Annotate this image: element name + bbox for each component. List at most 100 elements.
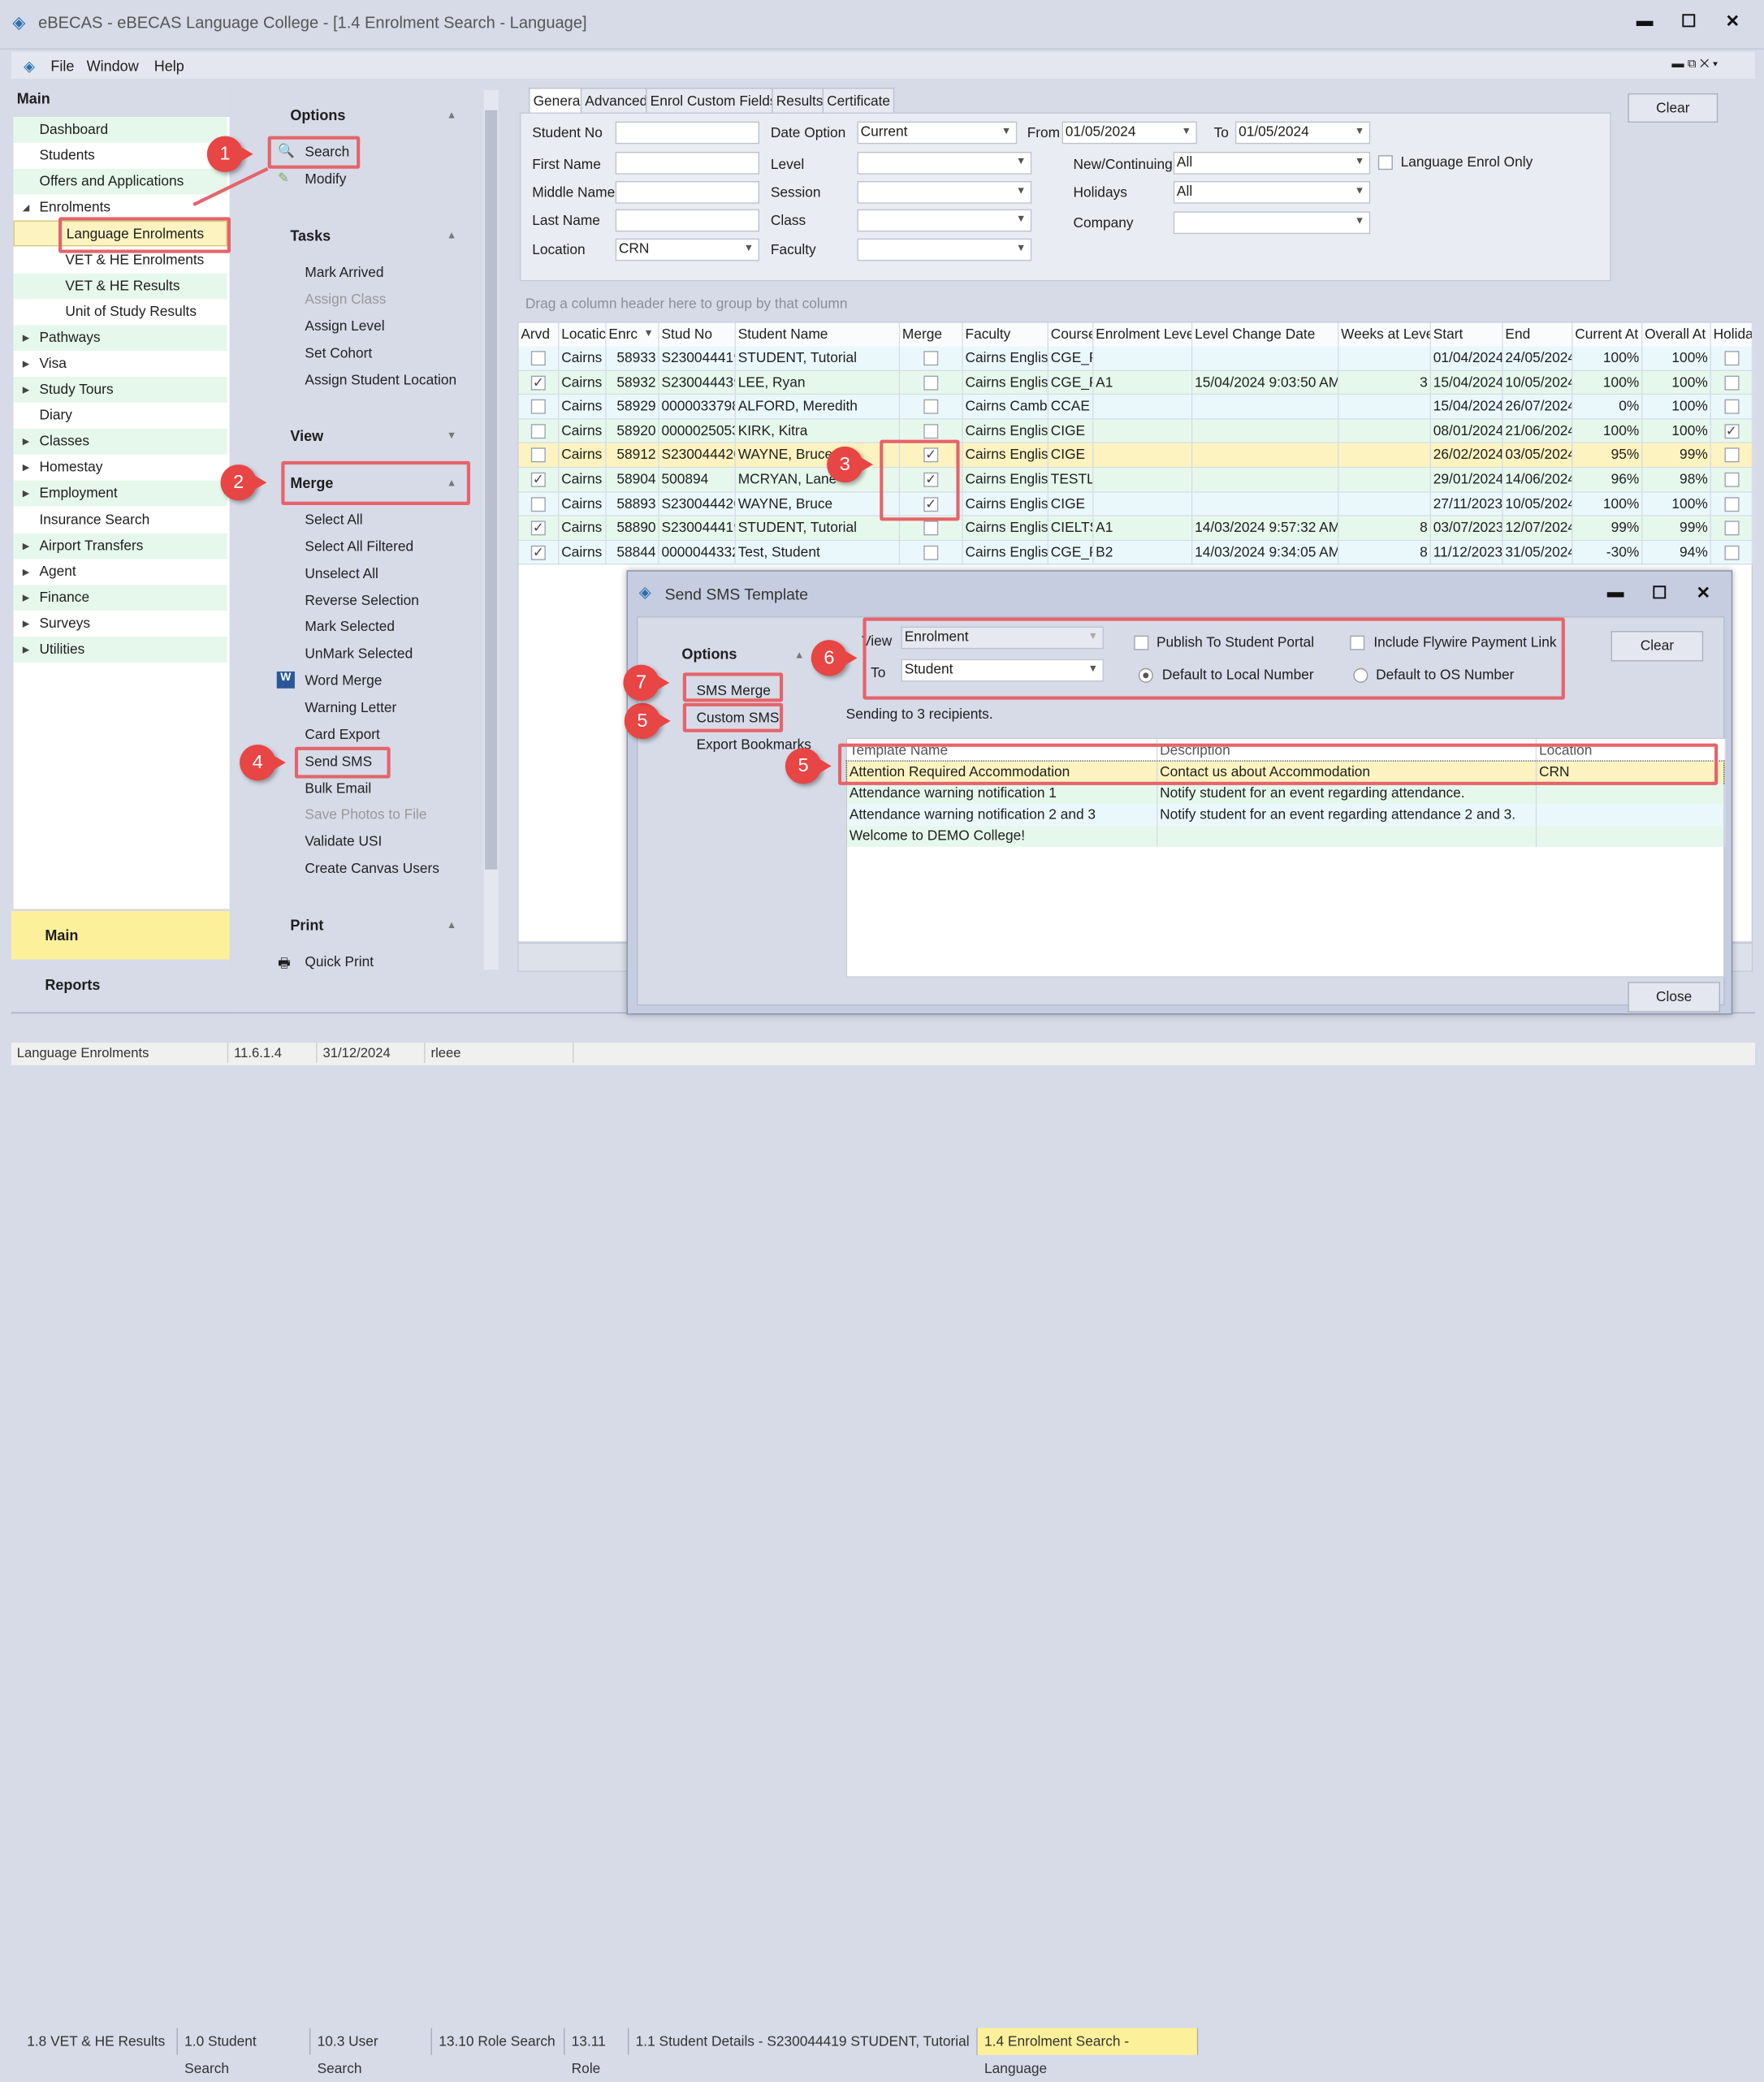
search-tab[interactable]: Enrol Custom Fields xyxy=(646,88,782,113)
expand-icon[interactable]: ▶ xyxy=(22,644,30,655)
checkbox-checked[interactable]: ✓ xyxy=(530,375,546,391)
maximize-button[interactable]: ☐ xyxy=(1680,12,1697,32)
document-tab[interactable]: 13.11 Role xyxy=(564,2028,629,2076)
merge-item[interactable]: Validate USI xyxy=(305,833,383,850)
first-name-input[interactable] xyxy=(615,152,760,175)
location-select[interactable]: CRN ▼ xyxy=(615,238,760,261)
table-row[interactable]: ✓ Cairns 58904 500894 MCRYAN, Lane ✓ Cairns En… xyxy=(518,468,1753,493)
table-row[interactable]: Cairns 58933 S230044419 STUDENT, Tutorial Ca… xyxy=(518,346,1753,371)
expand-icon[interactable]: ▶ xyxy=(22,540,30,551)
cell-hol[interactable] xyxy=(1711,370,1753,395)
cell-hol[interactable] xyxy=(1711,492,1753,517)
nav-item[interactable]: Insurance Search xyxy=(13,507,227,533)
nav-main-button[interactable]: Main xyxy=(11,911,230,960)
search-tab[interactable]: Certificate xyxy=(822,88,895,113)
checkbox-unchecked[interactable] xyxy=(923,520,939,536)
to-date-input[interactable]: 01/05/2024 ▼ xyxy=(1234,121,1371,145)
local-number-radio[interactable] xyxy=(1138,667,1153,683)
column-header[interactable]: Start xyxy=(1430,322,1503,347)
option-export-bookmarks[interactable]: Export Bookmarks xyxy=(696,736,811,753)
document-tab[interactable]: 1.0 Student Search xyxy=(178,2028,311,2076)
option-search[interactable]: Search xyxy=(305,144,350,160)
cell-merge[interactable]: ✓ xyxy=(900,443,963,469)
cell-hol[interactable] xyxy=(1711,443,1753,469)
cell-merge[interactable] xyxy=(900,540,963,565)
collapse-icon[interactable]: ▲ xyxy=(446,477,457,489)
cell-hol[interactable] xyxy=(1711,468,1753,493)
collapse-icon[interactable]: ▲ xyxy=(446,918,457,931)
nav-item[interactable]: ◢ Enrolments xyxy=(13,195,227,221)
column-header[interactable]: Student Name xyxy=(735,322,901,347)
template-row[interactable]: Welcome to DEMO College! xyxy=(847,825,1726,848)
search-tab[interactable]: Results xyxy=(772,88,828,113)
option-modify[interactable]: Modify xyxy=(305,171,347,187)
option-custom-sms[interactable]: Custom SMS xyxy=(696,710,780,726)
task-item[interactable]: Assign Level xyxy=(305,318,385,335)
cell-arvd[interactable] xyxy=(519,395,560,420)
cell-merge[interactable]: ✓ xyxy=(900,468,963,493)
cell-hol[interactable] xyxy=(1711,516,1753,541)
expand-icon[interactable]: ▶ xyxy=(22,462,30,473)
checkbox-unchecked[interactable] xyxy=(530,400,546,415)
cell-hol[interactable]: ✓ xyxy=(1711,419,1753,444)
cell-merge[interactable] xyxy=(900,395,963,420)
app-menu-icon[interactable]: ◈ xyxy=(24,57,35,75)
checkbox-unchecked[interactable] xyxy=(530,447,546,463)
view-select[interactable]: Enrolment ▼ xyxy=(901,626,1104,650)
task-item[interactable]: Assign Class xyxy=(305,291,387,308)
cell-arvd[interactable]: ✓ xyxy=(519,468,560,493)
table-row[interactable]: Cairns 58929 0000033798 ALFORD, Meredith Cai… xyxy=(518,395,1753,420)
cell-hol[interactable] xyxy=(1711,395,1753,420)
nav-reports-button[interactable]: Reports xyxy=(45,976,101,994)
expand-icon[interactable]: ▶ xyxy=(22,488,30,499)
table-row[interactable]: Cairns 58912 S230044420 WAYNE, Bruce ✓ Cairns… xyxy=(518,443,1753,469)
collapse-icon[interactable]: ▲ xyxy=(446,109,457,121)
expand-icon[interactable]: ▶ xyxy=(22,384,30,395)
cell-merge[interactable] xyxy=(900,516,963,541)
merge-item[interactable]: Reverse Selection xyxy=(305,592,419,608)
checkbox-unchecked[interactable] xyxy=(923,375,939,391)
cell-merge[interactable]: ✓ xyxy=(900,492,963,517)
option-quick-print[interactable]: Quick Print xyxy=(305,953,374,970)
dialog-minimize-button[interactable]: ▬ xyxy=(1606,582,1624,603)
option-sms-merge[interactable]: SMS Merge xyxy=(696,682,771,699)
expand-icon[interactable]: ▶ xyxy=(22,592,30,603)
merge-item[interactable]: Mark Selected xyxy=(305,619,396,635)
document-tab[interactable]: 1.4 Enrolment Search - Language xyxy=(977,2028,1199,2076)
collapse-icon[interactable]: ▲ xyxy=(793,649,805,661)
nav-item[interactable]: Unit of Study Results xyxy=(13,299,227,325)
middle-name-input[interactable] xyxy=(615,181,760,204)
mdi-controls-icon[interactable]: ▬ ⧉ ✕ ▾ xyxy=(1671,57,1719,71)
search-tab[interactable]: Advanced xyxy=(580,88,652,113)
date-option-select[interactable]: Current ▼ xyxy=(857,121,1018,145)
new-continuing-select[interactable]: All ▼ xyxy=(1173,152,1371,175)
expanded-icon[interactable]: ◢ xyxy=(22,202,30,214)
nav-item[interactable]: ▶ Employment xyxy=(13,481,227,507)
publish-portal-checkbox[interactable] xyxy=(1134,635,1149,650)
nav-item[interactable]: ▶ Visa xyxy=(13,351,227,377)
merge-item[interactable]: Bulk Email xyxy=(305,780,372,797)
os-number-radio[interactable] xyxy=(1353,667,1368,683)
nav-item[interactable]: ▶ Utilities xyxy=(13,637,227,663)
nav-item[interactable]: Dashboard xyxy=(13,117,227,143)
nav-item[interactable]: ▶ Study Tours xyxy=(13,377,227,403)
table-row[interactable]: Cairns 58920 0000025053 KIRK, Kitra Cairns E… xyxy=(518,419,1753,444)
nav-item[interactable]: ▶ Airport Transfers xyxy=(13,533,227,559)
to-select[interactable]: Student ▼ xyxy=(901,659,1104,682)
checkbox-unchecked[interactable] xyxy=(1723,496,1739,512)
template-row[interactable]: Attendance warning notification 1 Notify … xyxy=(847,783,1726,805)
expand-icon[interactable]: ▶ xyxy=(22,618,30,629)
cell-arvd[interactable] xyxy=(519,492,560,517)
options-scrollbar[interactable] xyxy=(483,89,499,970)
holidays-select[interactable]: All ▼ xyxy=(1173,181,1371,204)
menu-help[interactable]: Help xyxy=(153,57,184,75)
checkbox-unchecked[interactable] xyxy=(923,423,939,438)
merge-item[interactable]: UnMark Selected xyxy=(305,646,413,662)
nav-item[interactable]: ▶ Classes xyxy=(13,429,227,455)
from-date-input[interactable]: 01/05/2024 ▼ xyxy=(1061,121,1197,145)
cell-arvd[interactable]: ✓ xyxy=(519,370,560,395)
merge-item[interactable]: Word Merge xyxy=(305,672,383,689)
cell-merge[interactable] xyxy=(900,419,963,444)
column-header[interactable]: Merge xyxy=(900,322,963,347)
checkbox-checked[interactable]: ✓ xyxy=(923,496,939,512)
